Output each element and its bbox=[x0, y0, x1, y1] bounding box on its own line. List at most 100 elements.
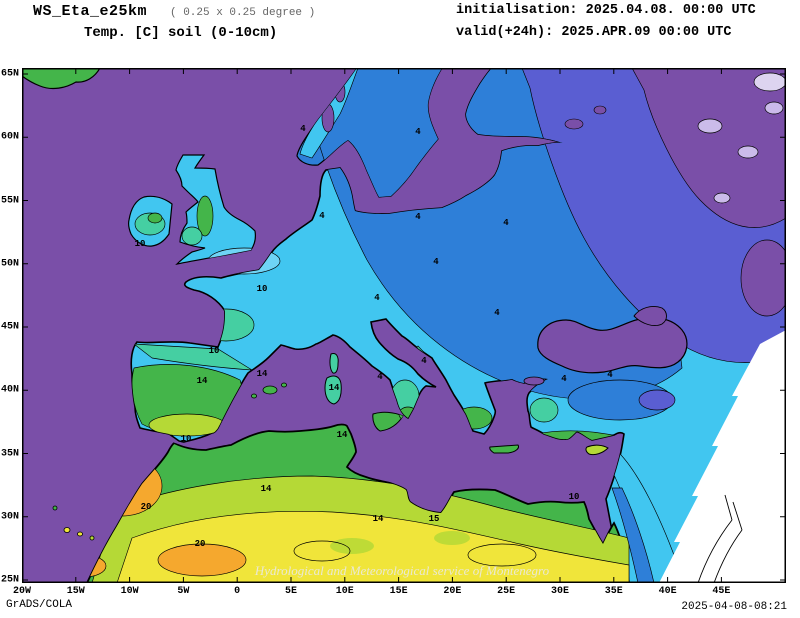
band-teal-north-iberia bbox=[132, 343, 253, 371]
band-patch bbox=[737, 145, 759, 159]
lat-tick-label: 55N bbox=[0, 195, 19, 206]
contour-label: 20 bbox=[195, 539, 206, 549]
grid-resolution: ( 0.25 x 0.25 degree ) bbox=[170, 7, 316, 19]
watermark: Hydrological and Meteorological service … bbox=[254, 563, 550, 578]
lon-tick-label: 40E bbox=[658, 586, 677, 597]
no-data-region bbox=[659, 330, 786, 583]
contour-line bbox=[293, 540, 351, 562]
creation-timestamp: 2025-04-08-08:21 bbox=[681, 601, 787, 613]
contour-label: 4 bbox=[503, 218, 509, 228]
band-patch bbox=[713, 192, 731, 204]
black-sea bbox=[537, 317, 688, 374]
islands-small bbox=[52, 382, 287, 541]
band-patch bbox=[697, 118, 723, 134]
field-title: Temp. [C] soil (0-10cm) bbox=[84, 25, 278, 41]
island-corsica bbox=[329, 353, 339, 374]
soil-temperature-map: 4 4 4 4 4 10 4 10 4 4 10 4 4 4 14 14 4 14 10 14 14 20 14 15 20 10… bbox=[22, 68, 786, 583]
map-frame bbox=[22, 68, 786, 583]
initialisation-time: initialisation: 2025.04.08. 00:00 UTC bbox=[456, 3, 756, 18]
lon-tick-label: 45E bbox=[712, 586, 731, 597]
contour-label: 4 bbox=[377, 372, 383, 382]
lon-tick-label: 20E bbox=[443, 586, 462, 597]
band-cyan-levant bbox=[607, 447, 685, 583]
grads-credit: GrADS/COLA bbox=[6, 599, 73, 611]
contour-label: 4 bbox=[374, 293, 380, 303]
lat-tick-label: 40N bbox=[0, 384, 19, 396]
contour-label: 14 bbox=[337, 430, 348, 440]
lon-tick-label: 5W bbox=[177, 586, 190, 597]
contour-line bbox=[467, 543, 537, 567]
contour-label: 4 bbox=[415, 127, 421, 137]
valid-time: valid(+24h): 2025.APR.09 00:00 UTC bbox=[456, 25, 732, 40]
lavender-patches bbox=[697, 72, 786, 204]
island-madeira bbox=[52, 505, 58, 511]
sea-of-marmara bbox=[523, 376, 545, 386]
band-teal-uk bbox=[181, 226, 203, 246]
band-purple-northeast bbox=[631, 68, 786, 228]
lon-tick-label: 35E bbox=[604, 586, 623, 597]
red-sea-west-shore bbox=[697, 519, 733, 583]
band-patch bbox=[330, 538, 374, 554]
lon-tick-label: 10E bbox=[335, 586, 354, 597]
lon-tick-label: 0 bbox=[234, 586, 241, 597]
contour-label: 4 bbox=[494, 308, 500, 318]
contour-label: 14 bbox=[329, 383, 340, 393]
lat-tick-label: 50N bbox=[0, 258, 19, 270]
band-patch bbox=[753, 72, 786, 92]
contour-label: 4 bbox=[300, 124, 306, 134]
lat-tick-label: 65N bbox=[0, 68, 19, 80]
lon-tick-label: 5E bbox=[284, 586, 298, 597]
lat-tick-label: 30N bbox=[0, 511, 19, 523]
lon-tick-label: 15E bbox=[389, 586, 408, 597]
lon-tick-label: 10W bbox=[120, 586, 139, 597]
lon-tick-label: 20W bbox=[12, 586, 32, 597]
island-canary bbox=[77, 531, 83, 537]
contour-label: 20 bbox=[141, 502, 152, 512]
contour-label: 4 bbox=[607, 370, 613, 380]
island-mallorca bbox=[262, 385, 278, 395]
gulf-of-suez bbox=[724, 494, 733, 521]
band-teal-west-turkey bbox=[529, 397, 559, 423]
gulf-of-aqaba bbox=[732, 501, 743, 531]
gibraltar-strait bbox=[169, 438, 186, 447]
contour-label: 4 bbox=[433, 257, 439, 267]
no-data-wedge bbox=[659, 330, 786, 583]
sea-of-azov bbox=[633, 305, 667, 327]
band-purple-east-edge bbox=[740, 239, 786, 317]
band-patch bbox=[764, 101, 784, 115]
band-orange-algeria bbox=[157, 543, 247, 577]
lake-onega bbox=[593, 105, 607, 115]
lon-tick-label: 30E bbox=[550, 586, 570, 597]
contour-label: 14 bbox=[373, 514, 384, 524]
lat-tick-label: 35N bbox=[0, 448, 19, 459]
lon-tick-label: 15W bbox=[66, 586, 85, 597]
island-canary bbox=[89, 535, 95, 541]
contour-label: 10 bbox=[569, 492, 580, 502]
contour-label: 4 bbox=[415, 212, 421, 222]
contour-label: 10 bbox=[257, 284, 268, 294]
contour-label: 14 bbox=[261, 484, 272, 494]
contour-labels: 4 4 4 4 4 10 4 10 4 4 10 4 4 4 14 14 4 14 10 14 14 20 14 15 20 10 bbox=[135, 124, 614, 549]
island-menorca bbox=[281, 382, 287, 388]
contour-label: 15 bbox=[429, 514, 440, 524]
model-title: WS_Eta_e25km bbox=[33, 3, 148, 20]
contour-label: 10 bbox=[209, 346, 220, 356]
island-crete bbox=[489, 444, 519, 454]
lon-tick-label: 25E bbox=[497, 586, 516, 597]
contour-label: 10 bbox=[135, 239, 146, 249]
contour-label: 4 bbox=[561, 374, 567, 384]
island-cyprus bbox=[585, 444, 609, 456]
enclosed-seas bbox=[169, 105, 688, 447]
red-sea-east-shore bbox=[713, 529, 743, 583]
lat-tick-label: 45N bbox=[0, 321, 19, 333]
lat-tick-label: 60N bbox=[0, 131, 19, 143]
contour-label: 14 bbox=[257, 369, 268, 379]
band-blue-levant bbox=[611, 487, 655, 583]
contour-label: 14 bbox=[197, 376, 208, 386]
lat-tick-label: 25N bbox=[0, 574, 19, 586]
band-indigo-east-turkey bbox=[638, 389, 676, 411]
wedge-coastlines bbox=[697, 494, 743, 583]
contour-label: 4 bbox=[421, 356, 427, 366]
island-ibiza bbox=[251, 393, 257, 399]
